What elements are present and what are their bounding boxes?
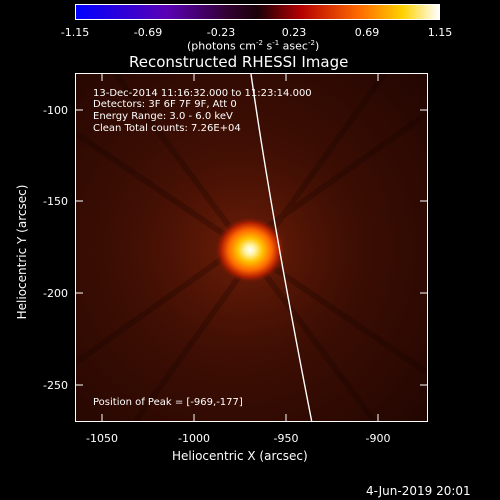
y-tick-label: -200	[43, 287, 68, 300]
colorbar-tick: 0.23	[281, 26, 307, 39]
y-tick-label: -150	[43, 195, 68, 208]
colorbar-tick: -0.23	[206, 26, 236, 39]
y-tick-label: -100	[43, 104, 68, 117]
colorbar-tick: -0.69	[133, 26, 163, 39]
flare-source	[214, 216, 286, 284]
unit-sup: -2	[307, 39, 315, 47]
colorbar-unit-label: (photons cm-2 s-1 asec-2)	[187, 40, 319, 52]
footer-date: 4-Jun-2019 20:01	[366, 484, 471, 498]
plot-title: Reconstructed RHESSI Image	[129, 53, 349, 71]
x-tick-label: -950	[273, 432, 299, 445]
x-tick-label: -1050	[86, 432, 118, 445]
info-detectors: Detectors: 3F 6F 7F 9F, Att 0	[93, 99, 237, 110]
colorbar-tick: -1.15	[60, 26, 90, 39]
y-axis-label: Heliocentric Y (arcsec)	[15, 184, 29, 320]
info-energy-range: Energy Range: 3.0 - 6.0 keV	[93, 111, 233, 122]
colorbar	[75, 4, 440, 20]
rhessi-image	[75, 73, 428, 422]
x-tick-label: -1000	[178, 432, 210, 445]
unit-part: )	[314, 39, 320, 53]
unit-part: (photons cm	[187, 39, 256, 53]
x-tick-label: -900	[365, 432, 391, 445]
unit-part: s	[262, 39, 273, 53]
unit-part: asec	[279, 39, 308, 53]
solar-limb	[250, 74, 313, 421]
colorbar-tick: 1.15	[427, 26, 453, 39]
unit-sup: -2	[255, 39, 263, 47]
x-axis-label: Heliocentric X (arcsec)	[172, 449, 308, 463]
info-counts: Clean Total counts: 7.26E+04	[93, 123, 241, 134]
info-time-range: 13-Dec-2014 11:16:32.000 to 11:23:14.000	[93, 88, 312, 99]
colorbar-tick: 0.69	[354, 26, 380, 39]
unit-sup: -1	[272, 39, 280, 47]
peak-position: Position of Peak = [-969,-177]	[93, 397, 243, 408]
y-tick-label: -250	[43, 379, 68, 392]
